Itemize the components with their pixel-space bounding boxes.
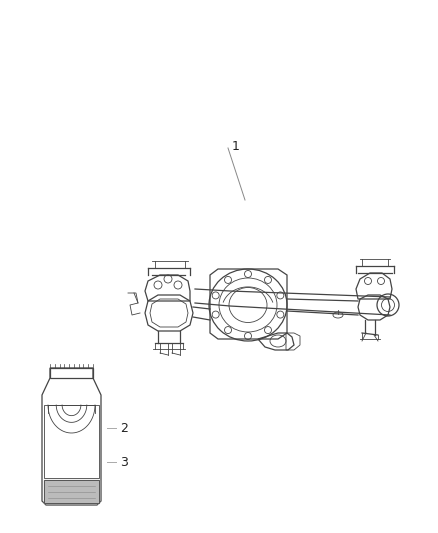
- Text: 3: 3: [120, 456, 128, 469]
- Text: 2: 2: [120, 422, 128, 434]
- Text: 1: 1: [232, 140, 240, 152]
- Polygon shape: [44, 480, 99, 503]
